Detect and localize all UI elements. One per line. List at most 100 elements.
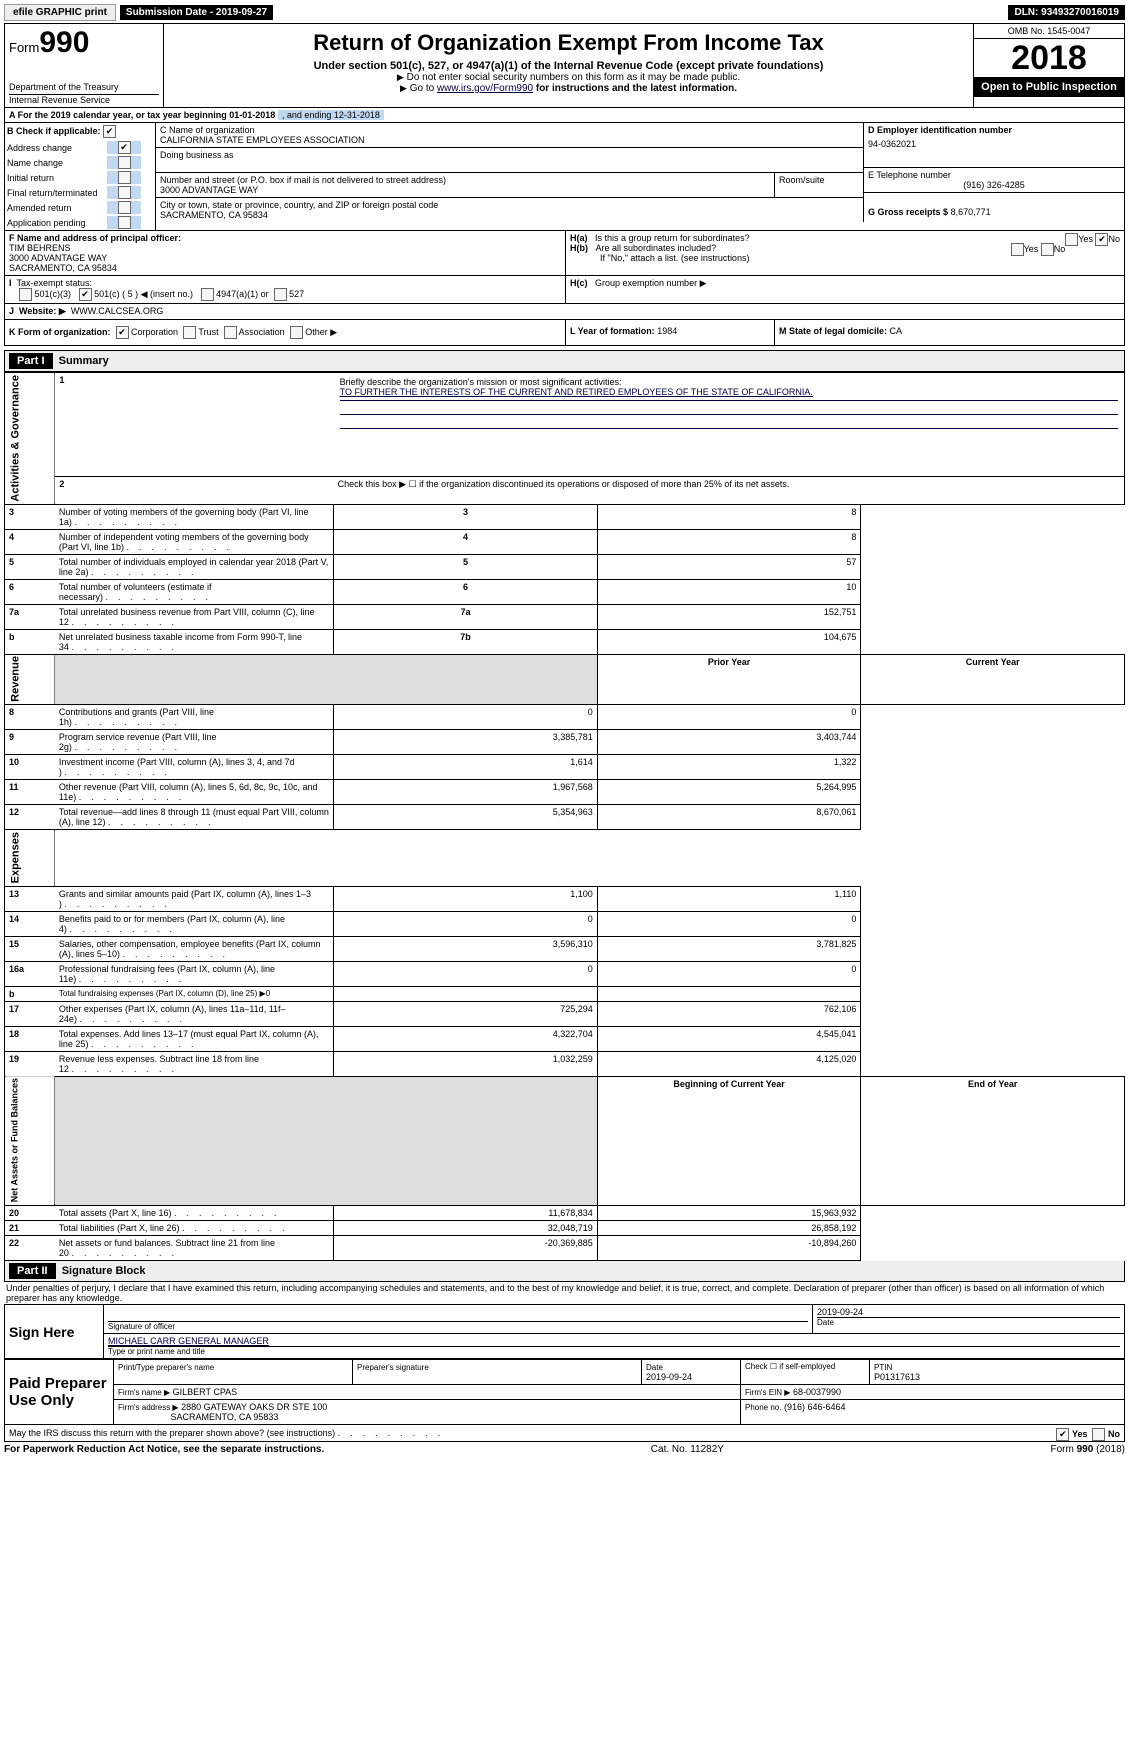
ha-yes[interactable]	[1065, 233, 1078, 246]
cb-other[interactable]	[290, 326, 303, 339]
boxb-item-label: Initial return	[7, 173, 107, 183]
opt-4947: 4947(a)(1) or	[216, 289, 269, 299]
box-e-label: E Telephone number	[868, 170, 1120, 180]
boxb-checkbox[interactable]	[107, 216, 141, 229]
opt-501c3: 501(c)(3)	[35, 289, 72, 299]
cat-no: Cat. No. 11282Y	[651, 1444, 724, 1455]
firm-name-label: Firm's name ▶	[118, 1388, 170, 1397]
tax-year: 2018	[974, 39, 1124, 77]
ein-value: 94-0362021	[868, 139, 1120, 149]
row-k-label: K Form of organization:	[9, 327, 111, 337]
mission-text[interactable]: TO FURTHER THE INTERESTS OF THE CURRENT …	[340, 387, 813, 397]
officer-name: TIM BEHRENS	[9, 243, 71, 253]
phone-val: (916) 646-6464	[784, 1402, 846, 1412]
side-expenses: Expenses	[5, 830, 55, 886]
h-a-label: Is this a group return for subordinates?	[595, 233, 750, 243]
box-b-label: B Check if applicable:	[7, 126, 101, 136]
row-j-label: Website: ▶	[19, 306, 66, 316]
cb-501c3[interactable]	[19, 288, 32, 301]
hdr-current-year: Current Year	[966, 657, 1020, 667]
discuss-no[interactable]	[1092, 1428, 1105, 1441]
row-l-label: L Year of formation:	[570, 326, 655, 336]
sig-date-val: 2019-09-24	[817, 1307, 1120, 1317]
pt-sig-label: Preparer's signature	[357, 1363, 429, 1372]
form-number: 990	[39, 26, 89, 59]
cb-assoc[interactable]	[224, 326, 237, 339]
sign-here-block: Sign Here Signature of officer 2019-09-2…	[4, 1304, 1125, 1359]
subtitle-2: Do not enter social security numbers on …	[407, 72, 740, 83]
page-footer: For Paperwork Reduction Act Notice, see …	[4, 1444, 1125, 1455]
h-c-label: Group exemption number ▶	[595, 278, 706, 288]
ha-no[interactable]	[1095, 233, 1108, 246]
opt-501c: 501(c) ( 5 ) ◀ (insert no.)	[94, 289, 193, 299]
row-a: A For the 2019 calendar year, or tax yea…	[4, 108, 1125, 123]
part1-header: Part I Summary	[4, 350, 1125, 372]
row-i-label: Tax-exempt status:	[17, 278, 93, 288]
boxb-item-label: Amended return	[7, 203, 107, 213]
submission-date: Submission Date - 2019-09-27	[120, 5, 273, 20]
state-domicile: CA	[890, 326, 903, 336]
boxb-checkbox[interactable]	[107, 186, 141, 199]
efile-button[interactable]: efile GRAPHIC print	[4, 4, 116, 21]
dln: DLN: 93493270016019	[1008, 5, 1125, 20]
boxb-checkbox[interactable]	[107, 171, 141, 184]
dba-label: Doing business as	[160, 150, 859, 160]
opt-other: Other ▶	[305, 327, 337, 337]
boxb-checkbox[interactable]	[107, 141, 141, 154]
part1-label: Part I	[9, 353, 53, 369]
side-revenue: Revenue	[5, 654, 55, 705]
part2-header: Part II Signature Block	[4, 1261, 1125, 1282]
room-label: Room/suite	[779, 175, 859, 185]
paid-preparer-label: Paid Preparer Use Only	[5, 1360, 114, 1425]
box-f-label: F Name and address of principal officer:	[9, 233, 181, 243]
boxb-item-label: Address change	[7, 143, 107, 153]
subtitle-3a: Go to	[410, 83, 437, 94]
subtitle-1: Under section 501(c), 527, or 4947(a)(1)…	[168, 60, 969, 72]
cb-trust[interactable]	[183, 326, 196, 339]
hb-yes[interactable]	[1011, 243, 1024, 256]
firm-name-val: GILBERT CPAS	[173, 1387, 238, 1397]
pt-name-label: Print/Type preparer's name	[118, 1363, 214, 1372]
boxb-checkbox[interactable]	[107, 156, 141, 169]
hb-no[interactable]	[1041, 243, 1054, 256]
h-b-label: Are all subordinates included?	[596, 243, 717, 253]
cb-4947[interactable]	[201, 288, 214, 301]
opt-527: 527	[289, 289, 304, 299]
discuss-yes[interactable]	[1056, 1428, 1069, 1441]
irs-link[interactable]: www.irs.gov/Form990	[437, 83, 533, 94]
officer-name-title[interactable]: MICHAEL CARR GENERAL MANAGER	[108, 1336, 269, 1346]
side-governance: Activities & Governance	[5, 373, 55, 505]
section-f-h: F Name and address of principal officer:…	[4, 231, 1125, 276]
form-header: Form990 Department of the Treasury Inter…	[4, 23, 1125, 108]
name-title-label: Type or print name and title	[108, 1346, 1120, 1356]
checkbox-applicable[interactable]	[103, 125, 116, 138]
org-name: CALIFORNIA STATE EMPLOYEES ASSOCIATION	[160, 135, 859, 145]
part1-title: Summary	[59, 355, 109, 367]
sig-officer-label: Signature of officer	[108, 1321, 808, 1331]
sig-date-label: Date	[817, 1317, 1120, 1327]
open-public: Open to Public Inspection	[974, 77, 1124, 97]
ptin-val: P01317613	[874, 1372, 920, 1382]
cb-527[interactable]	[274, 288, 287, 301]
pt-date-val: 2019-09-24	[646, 1372, 692, 1382]
row-k: K Form of organization: Corporation Trus…	[4, 320, 1125, 346]
hdr-eoy: End of Year	[968, 1079, 1017, 1089]
org-city: SACRAMENTO, CA 95834	[160, 210, 859, 220]
boxb-checkbox[interactable]	[107, 201, 141, 214]
cb-corp[interactable]	[116, 326, 129, 339]
pra-notice: For Paperwork Reduction Act Notice, see …	[4, 1444, 324, 1455]
top-bar: efile GRAPHIC print Submission Date - 20…	[4, 4, 1125, 21]
row-a-label: A For the 2019 calendar year, or tax yea…	[9, 110, 275, 120]
row-a-ending: , and ending 12-31-2018	[278, 110, 384, 120]
perjury-text: Under penalties of perjury, I declare th…	[4, 1282, 1125, 1304]
summary-table: Activities & Governance 1 Briefly descri…	[4, 372, 1125, 1261]
discuss-row: May the IRS discuss this return with the…	[4, 1425, 1125, 1442]
box-g-label: G Gross receipts $	[868, 207, 948, 217]
city-label: City or town, state or province, country…	[160, 200, 859, 210]
firm-ein-label: Firm's EIN ▶	[745, 1388, 790, 1397]
hdr-bcy: Beginning of Current Year	[673, 1079, 784, 1089]
subtitle-3b: for instructions and the latest informat…	[533, 83, 737, 94]
cb-501c[interactable]	[79, 288, 92, 301]
opt-trust: Trust	[198, 327, 218, 337]
section-b-to-g: B Check if applicable: Address changeNam…	[4, 123, 1125, 231]
